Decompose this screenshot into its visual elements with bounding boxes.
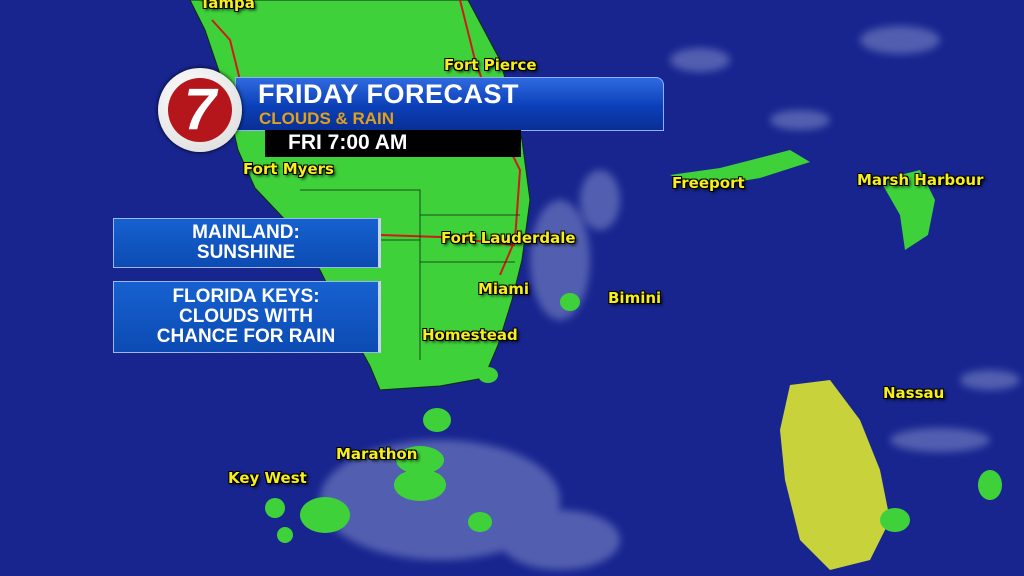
keys-info-box: FLORIDA KEYS: CLOUDS WITH CHANCE FOR RAI… <box>113 281 381 353</box>
city-label-freeport: Freeport <box>672 174 745 192</box>
logo-text: 7 <box>183 77 217 142</box>
bahamas <box>670 150 1002 570</box>
keys-line-1: FLORIDA KEYS: <box>172 286 320 307</box>
city-label-fort-pierce: Fort Pierce <box>444 56 537 74</box>
cloud-cover <box>320 26 1020 570</box>
city-label-bimini: Bimini <box>608 289 662 307</box>
city-label-key-west: Key West <box>228 469 307 487</box>
mainland-info-box: MAINLAND: SUNSHINE <box>113 218 381 268</box>
time-banner: FRI 7:00 AM <box>265 130 521 157</box>
city-label-fort-myers: Fort Myers <box>243 160 334 178</box>
city-label-marathon: Marathon <box>336 445 418 463</box>
forecast-time: FRI 7:00 AM <box>288 131 408 154</box>
mainland-line-2: SUNSHINE <box>196 242 296 263</box>
city-label-marsh-harbour: Marsh Harbour <box>857 171 984 189</box>
title-banner: FRIDAY FORECAST CLOUDS & RAIN <box>235 77 664 131</box>
logo-seven: 7 <box>168 78 232 142</box>
city-label-nassau: Nassau <box>883 384 945 402</box>
keys-line-2: CLOUDS WITH <box>178 306 314 327</box>
city-label-homestead: Homestead <box>422 326 518 344</box>
city-label-tampa: Tampa <box>200 0 255 12</box>
keys-line-3: CHANCE FOR RAIN <box>156 326 336 347</box>
mainland-line-1: MAINLAND: <box>192 222 300 243</box>
florida-keys <box>265 293 580 543</box>
city-label-miami: Miami <box>478 280 529 298</box>
forecast-title: FRIDAY FORECAST <box>258 79 520 109</box>
city-label-fort-lauderdale: Fort Lauderdale <box>441 229 576 247</box>
forecast-subtitle: CLOUDS & RAIN <box>259 109 395 128</box>
station-logo: 7 <box>158 68 242 152</box>
